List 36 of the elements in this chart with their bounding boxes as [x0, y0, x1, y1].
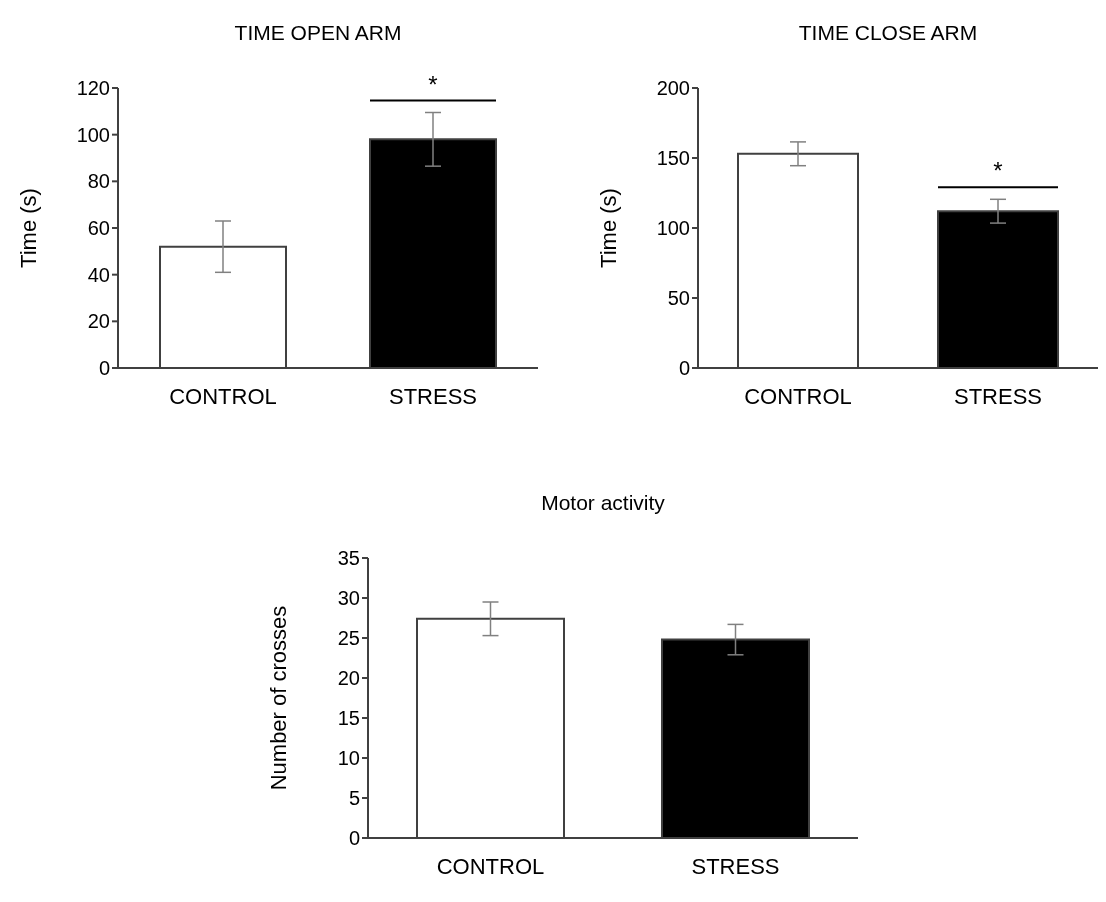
y-tick-label: 30 — [337, 587, 360, 610]
y-axis-title: Time (s) — [595, 188, 621, 268]
y-axis-title: Time (s) — [15, 188, 41, 268]
y-tick-label: 100 — [656, 217, 690, 240]
x-tick-label: STRESS — [388, 383, 478, 409]
y-tick-label: 120 — [76, 77, 110, 100]
x-tick-label: CONTROL — [744, 383, 852, 409]
y-tick-label: 5 — [348, 787, 360, 810]
annotation: * — [428, 70, 438, 98]
significance-bracket: * — [937, 157, 1059, 189]
y-tick-label: 40 — [87, 263, 110, 286]
y-tick-label: 100 — [76, 123, 110, 146]
y-tick-label: 50 — [667, 287, 690, 310]
y-tick-label: 15 — [337, 707, 360, 730]
y-tick-label: 0 — [98, 357, 110, 380]
y-tick-label: 80 — [87, 170, 110, 193]
significance-bracket: * — [369, 70, 497, 102]
y-axis-title: Number of crosses — [265, 605, 291, 791]
y-tick-label: 200 — [656, 77, 690, 100]
chart-title: TIME CLOSE ARM — [797, 20, 979, 46]
y-tick-label: 25 — [337, 627, 360, 650]
y-tick-label: 20 — [337, 667, 360, 690]
y-tick-label: 60 — [87, 217, 110, 240]
y-tick-label: 10 — [337, 747, 360, 770]
y-tick-label: 0 — [348, 827, 360, 850]
y-tick-label: 20 — [87, 310, 110, 333]
chart-title: Motor activity — [540, 490, 666, 516]
x-tick-label: CONTROL — [436, 853, 545, 879]
y-tick-label: 150 — [656, 147, 690, 170]
chart-title: TIME OPEN ARM — [233, 20, 403, 46]
x-tick-label: STRESS — [691, 853, 780, 879]
annotation: * — [993, 157, 1003, 185]
y-tick-label: 0 — [678, 357, 690, 380]
y-tick-label: 35 — [337, 547, 360, 570]
x-tick-label: STRESS — [953, 383, 1043, 409]
x-tick-label: CONTROL — [169, 383, 277, 409]
